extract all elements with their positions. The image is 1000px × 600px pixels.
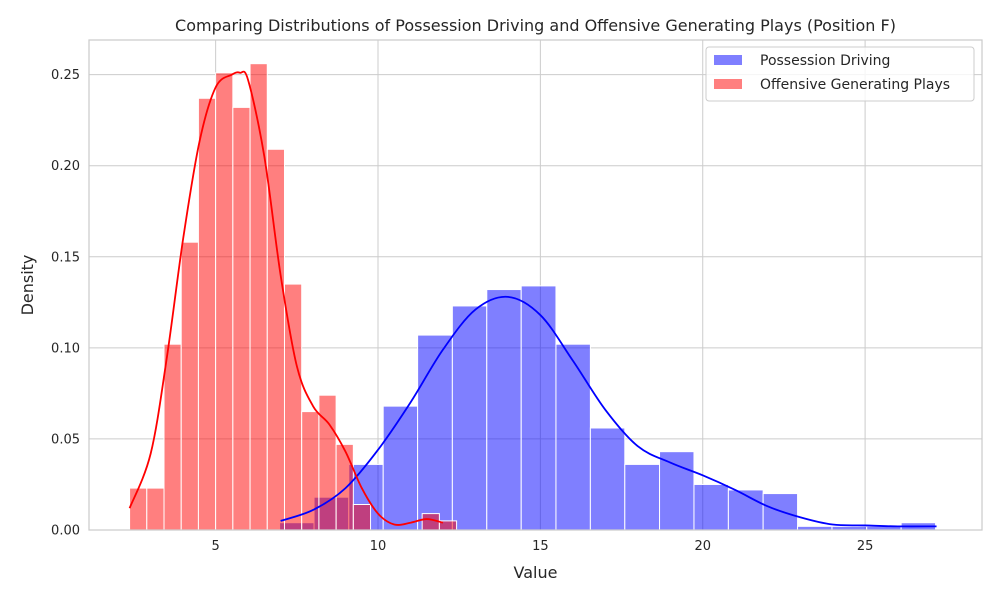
x-tick-label: 5 [212,539,220,554]
x-axis-label: Value [514,563,558,582]
legend-swatch-offensive-generating-plays [714,79,742,89]
legend-swatch-possession-driving [714,55,742,65]
y-tick-label: 0.00 [51,524,80,539]
possession-driving-bar [659,451,695,531]
offensive-generating-plays-bar [197,97,217,531]
chart-title: Comparing Distributions of Possession Dr… [175,16,896,35]
possession-driving-bar [486,289,522,531]
offensive-generating-plays-bar [301,411,320,531]
x-tick-labels: 5 10 15 20 25 [212,539,874,554]
possession-driving-bar [555,343,591,531]
plot-frame [88,39,983,531]
offensive-generating-plays-bar [146,487,165,531]
offensive-generating-plays-bar [335,443,354,531]
possession-driving-bar [417,334,453,531]
possession-driving-bar [624,463,661,531]
offensive-generating-plays-bars [129,63,458,531]
offensive-generating-plays-bar [180,241,199,531]
x-tick-label: 20 [694,539,711,554]
y-tick-label: 0.25 [51,68,80,83]
possession-driving-bar [727,489,764,531]
possession-driving-bar [382,405,419,531]
possession-driving-bar [520,285,557,531]
offensive-generating-plays-bar [129,487,148,531]
y-tick-label: 0.20 [51,159,80,174]
y-axis-label: Density [18,255,37,316]
offensive-generating-plays-bar [283,283,303,531]
offensive-generating-plays-bar [215,72,234,531]
possession-driving-bar [693,483,729,531]
x-tick-label: 25 [857,539,874,554]
y-tick-labels: 0.00 0.05 0.10 0.15 0.20 0.25 [51,68,80,538]
possession-driving-kde-line [280,295,937,528]
legend-label-possession-driving: Possession Driving [760,53,890,69]
offensive-generating-plays-bar [249,63,268,531]
offensive-generating-plays-bar [232,106,251,531]
offensive-generating-plays-bar [266,148,285,531]
y-tick-label: 0.10 [51,341,80,356]
x-tick-label: 15 [532,539,549,554]
x-tick-label: 10 [370,539,387,554]
possession-driving-bar [589,427,626,531]
offensive-generating-plays-kde-line [128,70,444,526]
legend-label-offensive-generating-plays: Offensive Generating Plays [760,77,950,93]
legend: Possession Driving Offensive Generating … [705,46,975,102]
possession-driving-bar [451,305,488,531]
y-tick-label: 0.15 [51,250,80,265]
legend-box [705,46,975,102]
offensive-generating-plays-bar [352,503,372,531]
y-tick-label: 0.05 [51,432,80,447]
offensive-generating-plays-bar [163,343,182,531]
kde-curves [128,70,937,528]
